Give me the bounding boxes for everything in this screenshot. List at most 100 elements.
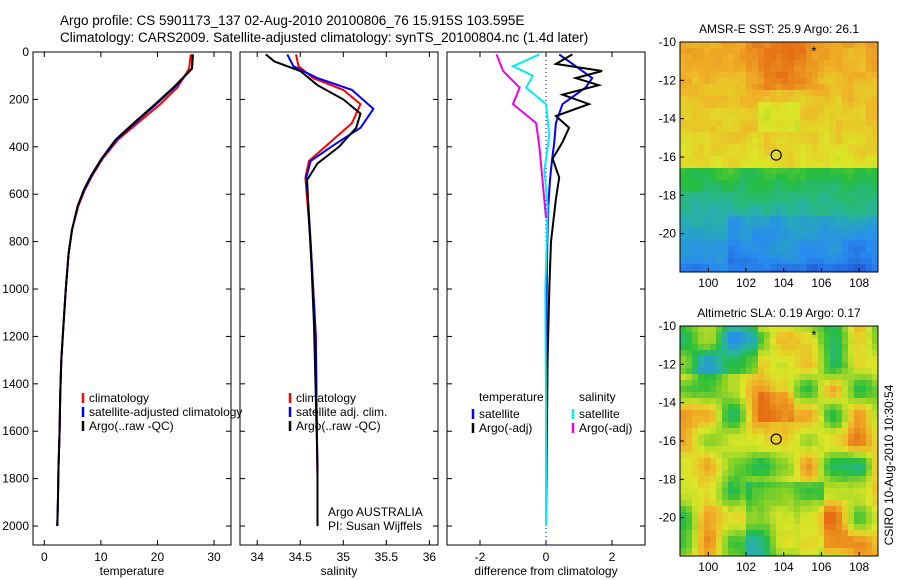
heatmap-cell [770, 66, 777, 73]
heatmap-cell [752, 416, 759, 423]
heatmap-cell [788, 362, 795, 369]
heatmap-cell [824, 404, 831, 411]
heatmap-cell [728, 96, 735, 103]
heatmap-cell [734, 326, 741, 333]
heatmap-cell [800, 332, 807, 339]
heatmap-cell [836, 494, 843, 501]
heatmap-cell [800, 168, 807, 175]
heatmap-cell [764, 138, 771, 145]
heatmap-cell [788, 350, 795, 357]
heatmap-cell [716, 126, 723, 133]
heatmap-cell [770, 132, 777, 139]
heatmap-cell [818, 512, 825, 519]
heatmap-cell [836, 120, 843, 127]
heatmap-cell [758, 416, 765, 423]
heatmap-cell [794, 332, 801, 339]
heatmap-cell [860, 216, 867, 223]
heatmap-cell [770, 108, 777, 115]
heatmap-cell [764, 530, 771, 537]
heatmap-cell [716, 240, 723, 247]
heatmap-cell [686, 234, 693, 241]
heatmap-cell [800, 386, 807, 393]
heatmap-cell [764, 216, 771, 223]
heatmap-cell [734, 356, 741, 363]
heatmap-cell [842, 356, 849, 363]
heatmap-cell [704, 362, 711, 369]
heatmap-cell [734, 410, 741, 417]
heatmap-cell [704, 386, 711, 393]
heatmap-cell [710, 162, 717, 169]
heatmap-cell [770, 246, 777, 253]
heatmap-cell [686, 222, 693, 229]
heatmap-cell [758, 506, 765, 513]
heatmap-cell [836, 482, 843, 489]
heatmap-cell [866, 210, 873, 217]
heatmap-cell [698, 398, 705, 405]
heatmap-cell [770, 416, 777, 423]
heatmap-cell [800, 258, 807, 265]
heatmap-cell [794, 144, 801, 151]
heatmap-cell [746, 494, 753, 501]
heatmap-cell [848, 102, 855, 109]
heatmap-cell [842, 144, 849, 151]
heatmap-cell [704, 228, 711, 235]
heatmap-cell [704, 494, 711, 501]
heatmap-cell [752, 362, 759, 369]
heatmap-cell [770, 536, 777, 543]
heatmap-cell [806, 174, 813, 181]
heatmap-cell [782, 416, 789, 423]
heatmap-cell [812, 84, 819, 91]
heatmap-cell [860, 356, 867, 363]
heatmap-cell [722, 392, 729, 399]
heatmap-cell [782, 84, 789, 91]
heatmap-cell [680, 114, 687, 121]
heatmap-cell [746, 138, 753, 145]
heatmap-cell [860, 66, 867, 73]
heatmap-cell [758, 270, 765, 273]
heatmap-cell [764, 90, 771, 97]
heatmap-cell [788, 216, 795, 223]
heatmap-cell [776, 252, 783, 259]
heatmap-cell [734, 428, 741, 435]
heatmap-cell [698, 512, 705, 519]
heatmap-cell [716, 500, 723, 507]
heatmap-cell [704, 374, 711, 381]
heatmap-cell [680, 536, 687, 543]
heatmap-cell [698, 530, 705, 537]
heatmap-cell [848, 428, 855, 435]
heatmap-cell [866, 398, 873, 405]
heatmap-cell [872, 458, 879, 465]
heatmap-cell [728, 422, 735, 429]
heatmap-cell [704, 78, 711, 85]
heatmap-cell [806, 132, 813, 139]
x-tick-label: 108 [849, 276, 869, 290]
heatmap-cell [686, 114, 693, 121]
heatmap-cell [824, 332, 831, 339]
heatmap-cell [680, 162, 687, 169]
heatmap-cell [764, 440, 771, 447]
heatmap-cell [794, 434, 801, 441]
heatmap-cell [698, 470, 705, 477]
heatmap-cell [872, 380, 879, 387]
heatmap-cell [680, 416, 687, 423]
temperature-series-satellite-adjusted-climatology [56, 54, 195, 527]
heatmap-cell [824, 338, 831, 345]
heatmap-cell [740, 542, 747, 549]
heatmap-cell [860, 90, 867, 97]
heatmap-cell [794, 126, 801, 133]
heatmap-cell [800, 246, 807, 253]
heatmap-cell [740, 216, 747, 223]
heatmap-cell [710, 174, 717, 181]
heatmap-cell [758, 192, 765, 199]
heatmap-cell [752, 470, 759, 477]
heatmap-cell [734, 518, 741, 525]
heatmap-cell [680, 168, 687, 175]
heatmap-cell [728, 344, 735, 351]
heatmap-cell [866, 168, 873, 175]
heatmap-cell [734, 210, 741, 217]
heatmap-cell [836, 530, 843, 537]
heatmap-cell [788, 54, 795, 61]
heatmap-cell [824, 446, 831, 453]
heatmap-cell [686, 494, 693, 501]
heatmap-cell [830, 264, 837, 271]
